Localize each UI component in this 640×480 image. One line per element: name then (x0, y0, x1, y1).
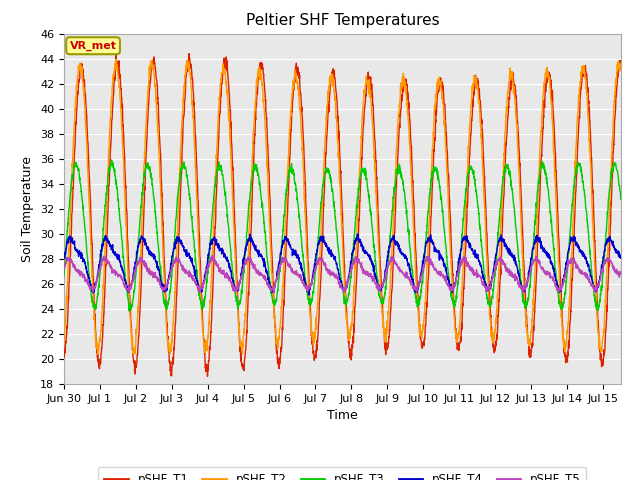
Line: pSHF_T5: pSHF_T5 (64, 256, 621, 294)
pSHF_T1 (617, 59, 625, 65)
pSHF_T5 (60, 267, 68, 273)
pSHF_T3 (532, 214, 540, 220)
pSHF_T2 (598, 348, 605, 354)
pSHF_T4 (532, 234, 540, 240)
Line: pSHF_T2: pSHF_T2 (64, 60, 621, 354)
pSHF_T4 (93, 276, 100, 282)
pSHF_T1 (598, 362, 605, 368)
pSHF_T3 (108, 157, 115, 163)
Line: pSHF_T3: pSHF_T3 (64, 160, 621, 311)
pSHF_T2 (60, 341, 68, 347)
pSHF_T1 (532, 286, 540, 291)
pSHF_T4 (410, 276, 417, 282)
pSHF_T5 (209, 253, 216, 259)
pSHF_T4 (346, 268, 354, 274)
pSHF_T1 (204, 373, 211, 379)
pSHF_T3 (617, 196, 625, 202)
pSHF_T3 (93, 299, 100, 305)
pSHF_T5 (426, 256, 434, 262)
pSHF_T4 (598, 264, 605, 270)
X-axis label: Time: Time (327, 409, 358, 422)
Legend: pSHF_T1, pSHF_T2, pSHF_T3, pSHF_T4, pSHF_T5: pSHF_T1, pSHF_T2, pSHF_T3, pSHF_T4, pSHF… (99, 467, 586, 480)
pSHF_T5 (346, 271, 354, 277)
pSHF_T2 (532, 247, 540, 252)
pSHF_T1 (93, 343, 100, 349)
pSHF_T1 (410, 190, 417, 195)
Line: pSHF_T4: pSHF_T4 (64, 234, 621, 295)
pSHF_T2 (112, 57, 120, 62)
pSHF_T4 (617, 254, 625, 260)
pSHF_T2 (346, 331, 354, 336)
pSHF_T2 (410, 217, 417, 223)
pSHF_T5 (598, 270, 605, 276)
pSHF_T5 (532, 256, 540, 262)
pSHF_T5 (617, 269, 625, 275)
pSHF_T3 (125, 308, 133, 314)
pSHF_T3 (410, 279, 417, 285)
pSHF_T3 (346, 281, 354, 287)
pSHF_T2 (94, 351, 102, 357)
pSHF_T3 (598, 283, 605, 289)
pSHF_T3 (426, 189, 434, 195)
pSHF_T4 (305, 292, 313, 298)
pSHF_T2 (93, 339, 100, 345)
pSHF_T2 (617, 66, 625, 72)
pSHF_T1 (60, 353, 68, 359)
Line: pSHF_T1: pSHF_T1 (64, 54, 621, 376)
pSHF_T5 (93, 276, 100, 282)
pSHF_T1 (346, 353, 354, 359)
Y-axis label: Soil Temperature: Soil Temperature (22, 156, 35, 262)
Title: Peltier SHF Temperatures: Peltier SHF Temperatures (246, 13, 439, 28)
Text: VR_met: VR_met (70, 41, 116, 51)
pSHF_T1 (426, 233, 434, 239)
pSHF_T5 (519, 291, 527, 297)
pSHF_T2 (426, 197, 434, 203)
pSHF_T4 (426, 236, 434, 241)
pSHF_T4 (60, 255, 68, 261)
pSHF_T5 (409, 284, 417, 289)
pSHF_T1 (185, 51, 193, 57)
pSHF_T4 (354, 231, 362, 237)
pSHF_T3 (60, 273, 68, 278)
